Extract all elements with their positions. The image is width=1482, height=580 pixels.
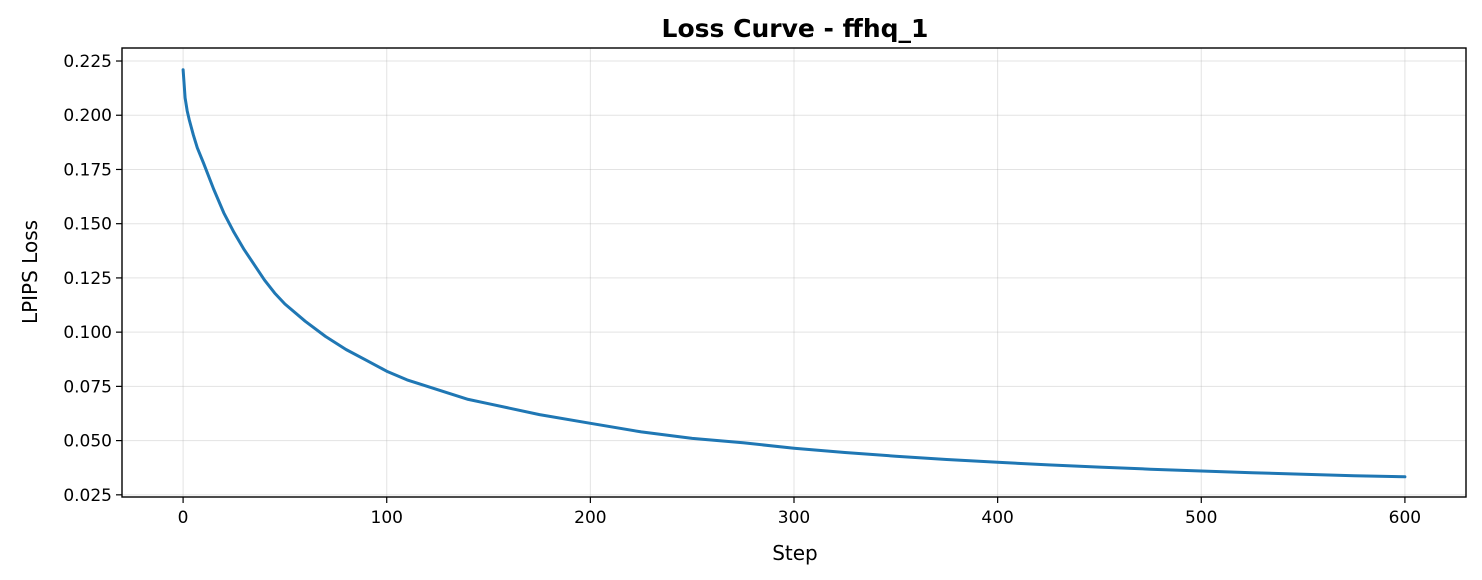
y-tick-label: 0.100 bbox=[63, 323, 112, 343]
grid-lines bbox=[122, 48, 1466, 497]
x-tick-label: 500 bbox=[1185, 508, 1217, 528]
y-axis-label: LPIPS Loss bbox=[18, 220, 42, 324]
x-tick-label: 300 bbox=[778, 508, 810, 528]
series-group bbox=[181, 68, 1407, 479]
x-tick-label: 200 bbox=[574, 508, 606, 528]
x-tick-label: 600 bbox=[1389, 508, 1421, 528]
x-axis-label: Step bbox=[772, 541, 818, 565]
y-tick-label: 0.175 bbox=[63, 160, 112, 180]
x-tick-label: 100 bbox=[371, 508, 403, 528]
y-axis-ticks: 0.025 0.050 0.075 0.100 0.125 0.150 0.175 0.200… bbox=[63, 52, 122, 506]
x-axis-ticks: 0 100 200 300 400 500 600 bbox=[178, 497, 1421, 528]
y-tick-label: 0.225 bbox=[63, 52, 112, 72]
chart-title: Loss Curve - ffhq_1 bbox=[662, 14, 929, 43]
y-tick-label: 0.125 bbox=[63, 269, 112, 289]
y-tick-label: 0.200 bbox=[63, 106, 112, 126]
y-tick-label: 0.050 bbox=[63, 432, 112, 452]
x-tick-label: 400 bbox=[981, 508, 1013, 528]
y-tick-label: 0.075 bbox=[63, 377, 112, 397]
y-tick-label: 0.150 bbox=[63, 215, 112, 235]
y-tick-label: 0.025 bbox=[63, 486, 112, 506]
x-tick-label: 0 bbox=[178, 508, 189, 528]
series-line bbox=[181, 68, 1407, 479]
